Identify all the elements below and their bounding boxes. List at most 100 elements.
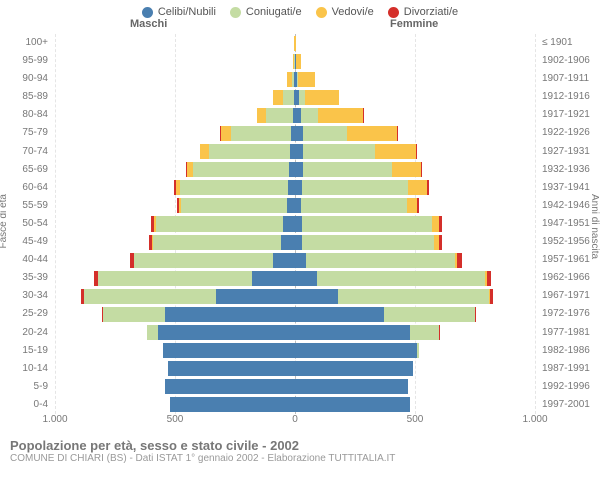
segment-coniugati — [103, 307, 165, 322]
segment-coniugati — [384, 307, 475, 322]
bar-male — [55, 180, 295, 195]
bar-male — [55, 198, 295, 213]
x-tick: 500 — [407, 414, 424, 425]
segment-celibi_nubili — [295, 397, 410, 412]
segment-celibi_nubili — [295, 216, 302, 231]
y-left-label: 10-14 — [0, 360, 48, 378]
bar-female — [295, 72, 535, 87]
bar-female — [295, 271, 535, 286]
segment-celibi_nubili — [165, 307, 295, 322]
pyramid-row — [55, 161, 535, 179]
pyramid-row — [55, 143, 535, 161]
y-left-label: 65-69 — [0, 161, 48, 179]
pyramid-row — [55, 396, 535, 414]
y-right-label: 1917-1921 — [542, 106, 600, 124]
bar-male — [55, 54, 295, 69]
pyramid-row — [55, 34, 535, 52]
segment-coniugati — [283, 90, 294, 105]
segment-celibi_nubili — [295, 307, 384, 322]
bar-female — [295, 307, 535, 322]
x-tick: 1.000 — [42, 414, 67, 425]
legend: Celibi/NubiliConiugati/eVedovi/eDivorzia… — [0, 0, 600, 18]
bar-female — [295, 235, 535, 250]
segment-celibi_nubili — [295, 180, 302, 195]
bar-male — [55, 361, 295, 376]
footer: Popolazione per età, sesso e stato civil… — [10, 438, 590, 464]
pyramid-row — [55, 287, 535, 305]
y-axis-right-labels: ≤ 19011902-19061907-19111912-19161917-19… — [542, 34, 600, 414]
bar-female — [295, 216, 535, 231]
bar-male — [55, 379, 295, 394]
bar-female — [295, 36, 535, 51]
segment-coniugati — [417, 343, 419, 358]
y-right-label: 1957-1961 — [542, 251, 600, 269]
legend-label: Celibi/Nubili — [158, 6, 216, 18]
segment-celibi_nubili — [287, 198, 295, 213]
segment-celibi_nubili — [295, 144, 303, 159]
y-right-label: 1992-1996 — [542, 378, 600, 396]
bar-male — [55, 216, 295, 231]
y-left-label: 100+ — [0, 34, 48, 52]
segment-coniugati — [180, 180, 288, 195]
bar-female — [295, 108, 535, 123]
chart-subtitle: COMUNE DI CHIARI (BS) - Dati ISTAT 1° ge… — [10, 453, 590, 464]
segment-celibi_nubili — [170, 397, 295, 412]
segment-vedovi — [432, 216, 439, 231]
segment-vedovi — [257, 108, 267, 123]
segment-vedovi — [347, 126, 397, 141]
bar-female — [295, 180, 535, 195]
segment-celibi_nubili — [163, 343, 295, 358]
segment-coniugati — [303, 162, 392, 177]
segment-vedovi — [392, 162, 421, 177]
segment-divorziati — [487, 271, 492, 286]
segment-coniugati — [317, 271, 485, 286]
legend-item: Celibi/Nubili — [142, 6, 216, 18]
segment-celibi_nubili — [295, 361, 413, 376]
segment-coniugati — [306, 253, 455, 268]
segment-vedovi — [407, 198, 418, 213]
bar-male — [55, 271, 295, 286]
segment-celibi_nubili — [295, 126, 303, 141]
segment-celibi_nubili — [252, 271, 295, 286]
x-tick: 0 — [292, 414, 298, 425]
segment-vedovi — [318, 108, 364, 123]
bar-male — [55, 108, 295, 123]
pyramid-row — [55, 233, 535, 251]
segment-celibi_nubili — [283, 216, 295, 231]
y-left-label: 0-4 — [0, 396, 48, 414]
y-left-label: 40-44 — [0, 251, 48, 269]
segment-celibi_nubili — [273, 253, 295, 268]
bar-female — [295, 126, 535, 141]
bar-female — [295, 325, 535, 340]
y-left-label: 90-94 — [0, 70, 48, 88]
bar-female — [295, 162, 535, 177]
y-right-label: 1997-2001 — [542, 396, 600, 414]
segment-divorziati — [427, 180, 429, 195]
bar-female — [295, 198, 535, 213]
segment-celibi_nubili — [216, 289, 295, 304]
y-right-label: 1967-1971 — [542, 287, 600, 305]
bar-male — [55, 72, 295, 87]
pyramid-row — [55, 179, 535, 197]
y-left-label: 80-84 — [0, 106, 48, 124]
plot — [55, 34, 535, 414]
segment-celibi_nubili — [295, 343, 417, 358]
segment-celibi_nubili — [295, 253, 306, 268]
y-left-label: 25-29 — [0, 305, 48, 323]
bar-female — [295, 379, 535, 394]
segment-celibi_nubili — [168, 361, 295, 376]
x-axis: 1.00050005001.000 — [55, 414, 535, 432]
bar-female — [295, 90, 535, 105]
x-tick: 1.000 — [522, 414, 547, 425]
y-right-label: 1947-1951 — [542, 215, 600, 233]
segment-divorziati — [457, 253, 461, 268]
y-right-label: 1902-1906 — [542, 52, 600, 70]
segment-celibi_nubili — [295, 325, 410, 340]
segment-celibi_nubili — [295, 379, 408, 394]
y-left-label: 15-19 — [0, 342, 48, 360]
bar-female — [295, 144, 535, 159]
pyramid-row — [55, 106, 535, 124]
segment-celibi_nubili — [158, 325, 295, 340]
bar-female — [295, 54, 535, 69]
pyramid-row — [55, 52, 535, 70]
